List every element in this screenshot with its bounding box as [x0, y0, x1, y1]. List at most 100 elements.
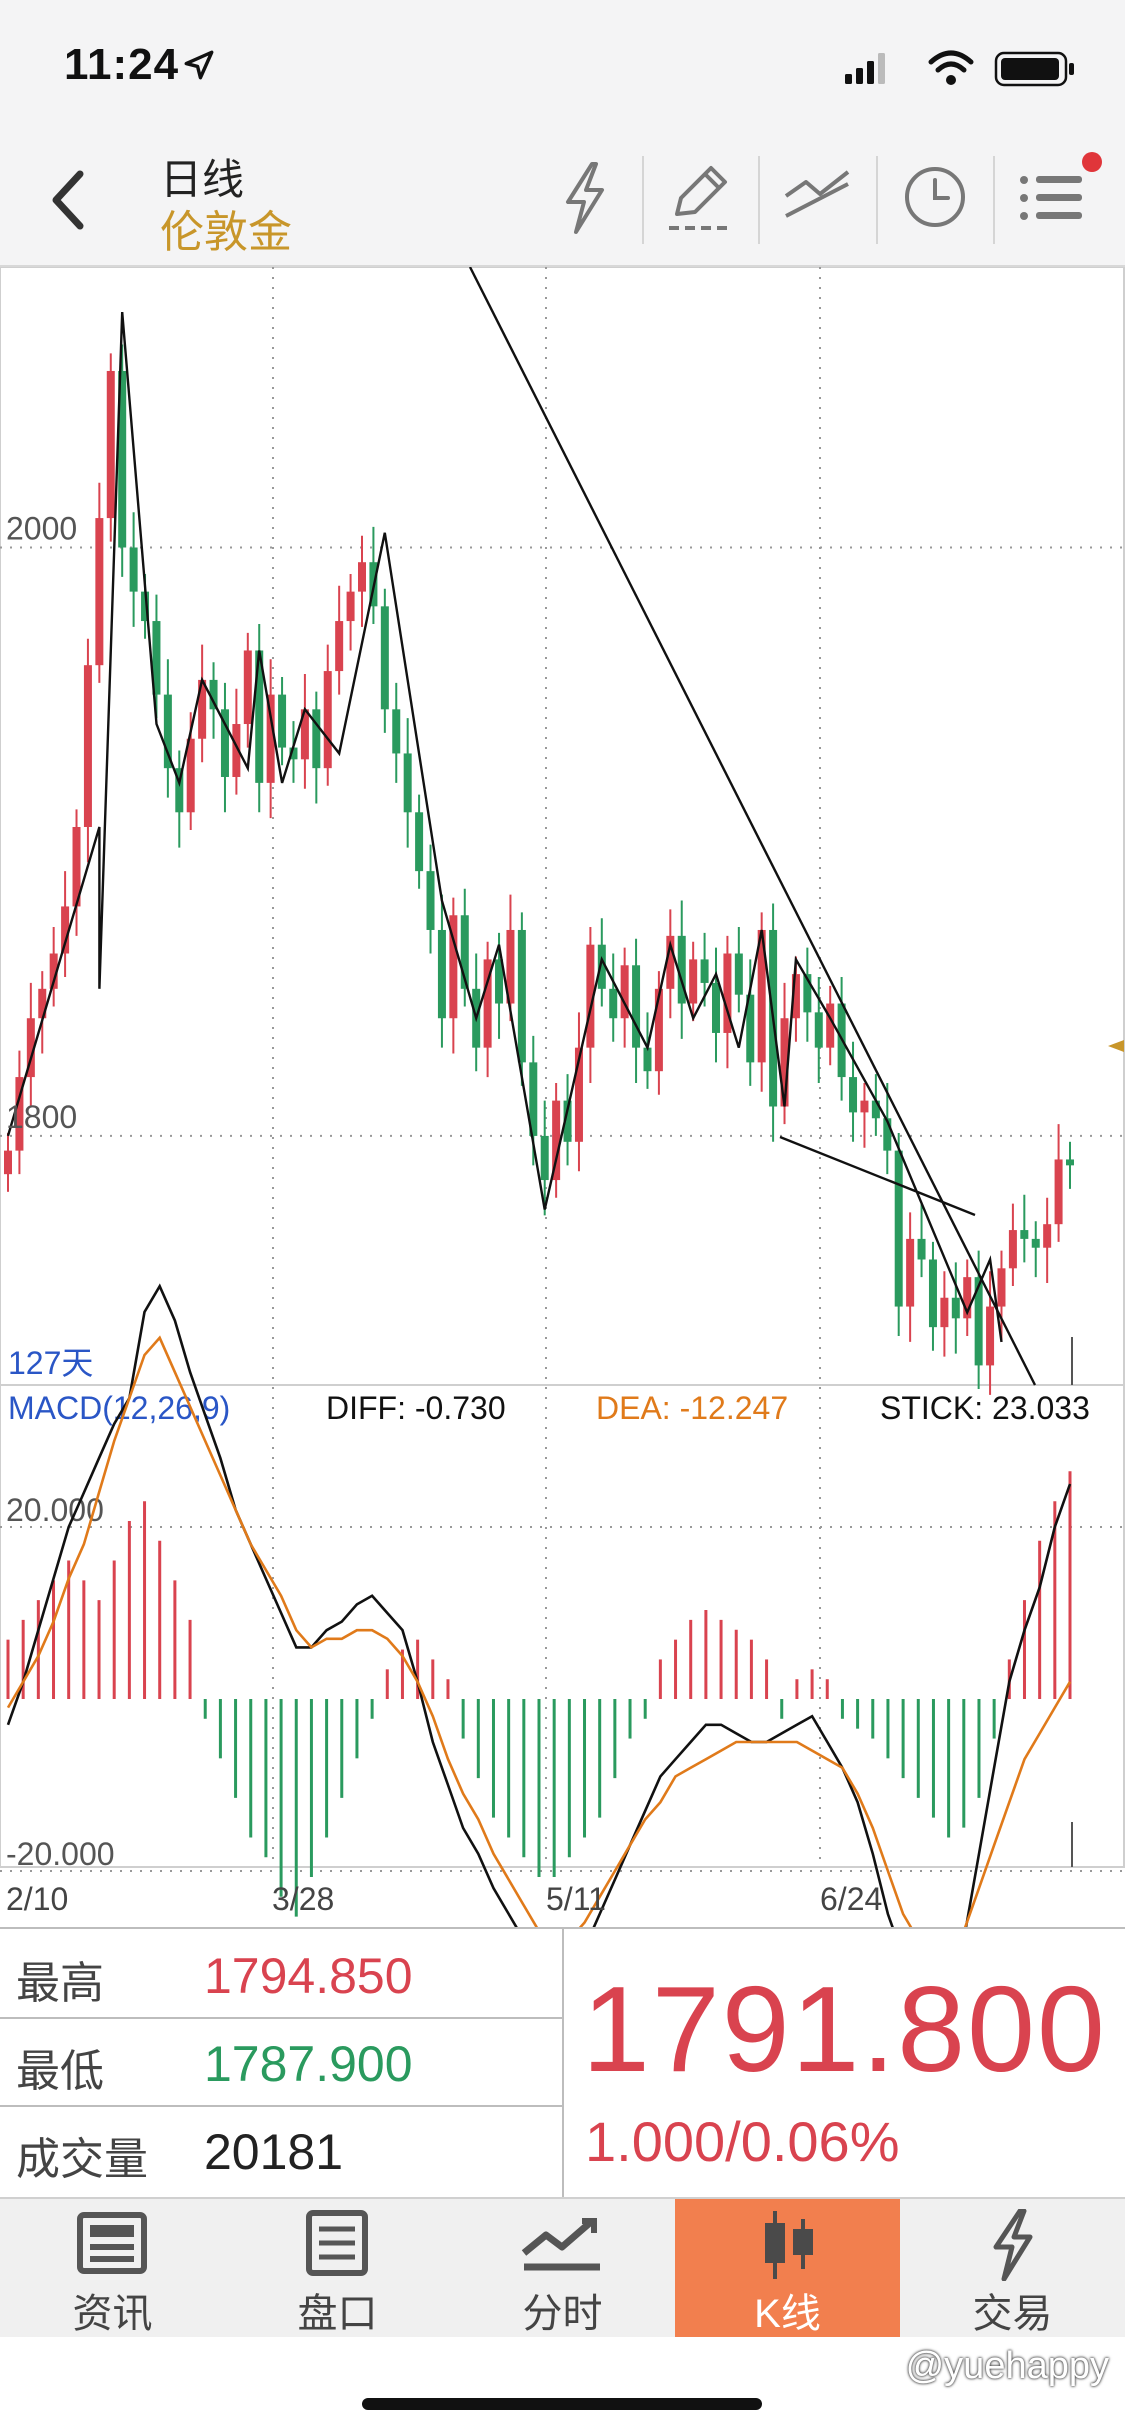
price-tick-label: 2000 — [6, 511, 77, 547]
candle — [175, 768, 184, 813]
dea-label: DEA: -12.247 — [596, 1390, 788, 1426]
candle — [220, 709, 229, 777]
x-axis-label: 6/24 — [820, 1881, 882, 1917]
candle — [198, 679, 207, 739]
candle — [289, 747, 298, 760]
candle — [803, 974, 812, 1013]
candle — [986, 1306, 995, 1366]
candle — [255, 650, 264, 783]
candle — [814, 1012, 823, 1048]
macd-title: MACD(12,26,9) — [8, 1390, 230, 1426]
candle — [552, 1100, 561, 1181]
candle — [312, 709, 321, 769]
candle — [403, 753, 412, 813]
instrument-name: 伦敦金 — [160, 208, 292, 257]
status-icons — [845, 50, 1074, 87]
wifi-icon — [928, 50, 974, 85]
candle — [643, 1047, 652, 1072]
tab-orderbook-label: 盘口 — [297, 2292, 378, 2336]
candle — [700, 959, 709, 983]
candle — [1043, 1224, 1052, 1248]
notification-dot — [1082, 152, 1102, 172]
candle — [335, 621, 344, 672]
candle — [974, 1277, 983, 1366]
tab-news[interactable]: 资讯 — [0, 2199, 225, 2337]
candlestick-series — [4, 344, 1074, 1395]
candle — [392, 709, 401, 754]
high-value: 1794.850 — [204, 1948, 413, 2004]
candle — [826, 1003, 835, 1048]
status-time: 11:24 — [64, 40, 180, 89]
period-label: 127天 — [8, 1345, 93, 1381]
candle — [129, 547, 138, 592]
clock-icon[interactable] — [890, 152, 980, 242]
menu-icon[interactable] — [1006, 152, 1096, 242]
stick-label: STICK: 23.033 — [880, 1390, 1090, 1426]
low-label: 最低 — [16, 2047, 104, 2096]
macd-indicator — [6, 1283, 1073, 1927]
tab-intraday[interactable]: 分时 — [450, 2199, 675, 2337]
candle — [928, 1259, 937, 1328]
candle — [563, 1100, 572, 1142]
candle — [654, 988, 663, 1072]
candle — [632, 965, 641, 1048]
macd-tick-label: 20.000 — [6, 1492, 104, 1528]
candle — [791, 974, 800, 1019]
lightning-icon[interactable] — [540, 152, 630, 242]
low-row: 最低 1787.900 — [0, 2017, 562, 2107]
x-axis-label: 2/10 — [6, 1881, 68, 1917]
tab-kline-label: K线 — [754, 2292, 821, 2336]
drawn-trendlines — [6, 267, 1073, 1386]
kline-chart[interactable]: 2000 1800 20.000 -20.000 127天 MACD(12,26,9)… — [0, 267, 1125, 1927]
candle — [95, 518, 104, 666]
candle — [15, 1077, 24, 1151]
candle — [243, 650, 252, 725]
candle — [849, 1077, 858, 1113]
dea-line — [6, 1335, 1072, 1927]
tab-intraday-label: 分时 — [522, 2292, 603, 2336]
candle — [106, 370, 115, 519]
candle — [506, 929, 515, 1004]
candle — [712, 982, 720, 1033]
candle — [415, 812, 424, 872]
candle — [323, 671, 332, 769]
tab-kline[interactable]: K线 — [675, 2199, 900, 2337]
candle — [300, 709, 309, 760]
candle — [232, 724, 241, 777]
line-tool-icon[interactable] — [772, 152, 862, 242]
bottom-tab-bar: 资讯 盘口 分时 K线 交易 — [0, 2197, 1125, 2337]
candle — [997, 1268, 1006, 1307]
back-chevron-icon[interactable] — [38, 160, 98, 240]
price-change: 1.000/0.06% — [585, 2110, 900, 2173]
candle — [1008, 1230, 1017, 1269]
status-bar: 11:24 — [0, 0, 1125, 130]
page-title: 日线 — [160, 156, 245, 203]
candle — [529, 1062, 538, 1136]
candle — [449, 915, 458, 1019]
candle — [118, 370, 127, 548]
quote-panel: 最高 1794.850 最低 1787.900 成交量 20181 1791.8… — [0, 1927, 1125, 2199]
candle — [460, 915, 469, 989]
candle — [26, 1018, 35, 1078]
zigzag-trendline — [6, 312, 1003, 1343]
candlestick-icon — [765, 2211, 813, 2279]
candle — [426, 871, 435, 930]
last-price: 1791.800 — [582, 1961, 1107, 2097]
pen-draw-icon[interactable] — [655, 152, 745, 242]
high-row: 最高 1794.850 — [0, 1929, 562, 2019]
tab-trade-label: 交易 — [972, 2292, 1053, 2336]
candle — [757, 929, 766, 1063]
candle — [163, 694, 172, 769]
candle — [358, 562, 366, 592]
candle — [723, 953, 732, 1033]
candle — [517, 929, 526, 1063]
home-indicator[interactable] — [362, 2398, 762, 2410]
candle — [666, 935, 675, 989]
low-value: 1787.900 — [204, 2036, 413, 2092]
candle — [152, 621, 161, 695]
tab-trade[interactable]: 交易 — [900, 2199, 1125, 2337]
candle — [689, 959, 698, 1004]
tab-orderbook[interactable]: 盘口 — [225, 2199, 450, 2337]
candle — [1066, 1159, 1074, 1166]
candle — [780, 1018, 789, 1107]
